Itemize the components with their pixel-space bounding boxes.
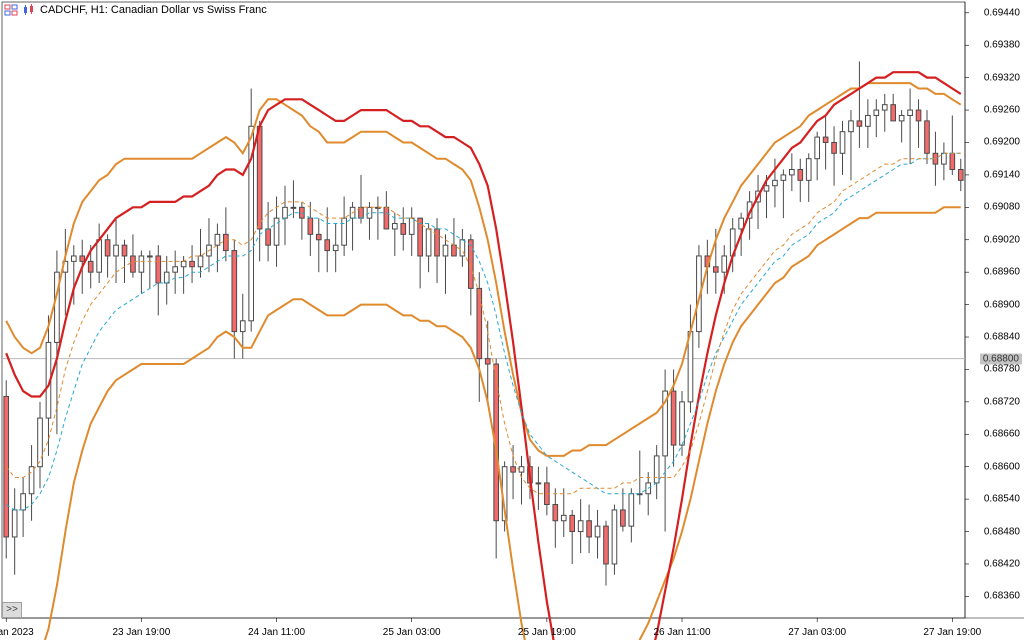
y-tick-label: 0.68600 (984, 461, 1020, 472)
x-tick-label: 24 Jan 11:00 (248, 627, 305, 638)
chart-title-text: CADCHF, H1: Canadian Dollar vs Swiss Fra… (40, 4, 267, 16)
chart-title-bar: CADCHF, H1: Canadian Dollar vs Swiss Fra… (4, 4, 267, 16)
expand-button[interactable]: >> (2, 602, 22, 618)
price-tag: 0.68800 (980, 353, 1022, 364)
y-tick-label: 0.69380 (984, 40, 1020, 51)
x-tick-label: 27 Jan 19:00 (923, 627, 981, 638)
y-tick-label: 0.68360 (984, 591, 1020, 602)
y-tick-label: 0.69440 (984, 7, 1020, 18)
y-tick-label: 0.68660 (984, 429, 1020, 440)
y-tick-label: 0.68720 (984, 396, 1020, 407)
x-tick-label: 25 Jan 03:00 (383, 627, 441, 638)
y-tick-label: 0.69020 (984, 234, 1020, 245)
y-tick-label: 0.69200 (984, 137, 1020, 148)
y-tick-label: 0.68480 (984, 526, 1020, 537)
chart-container[interactable]: CADCHF, H1: Canadian Dollar vs Swiss Fra… (0, 0, 1024, 640)
grid-icon (4, 4, 18, 16)
y-tick-label: 0.68780 (984, 364, 1020, 375)
y-tick-label: 0.68540 (984, 494, 1020, 505)
y-tick-label: 0.69080 (984, 202, 1020, 213)
y-tick-label: 0.68900 (984, 299, 1020, 310)
x-tick-label: 26 Jan 11:00 (653, 627, 710, 638)
y-tick-label: 0.69260 (984, 105, 1020, 116)
x-tick-label: 27 Jan 03:00 (788, 627, 846, 638)
x-tick-label: 23 Jan 2023 (0, 627, 34, 638)
chart-svg (0, 0, 1024, 640)
candle-icon (22, 4, 36, 16)
y-tick-label: 0.69140 (984, 169, 1020, 180)
x-tick-label: 25 Jan 19:00 (518, 627, 576, 638)
y-tick-label: 0.68420 (984, 558, 1020, 569)
x-tick-label: 23 Jan 19:00 (112, 627, 170, 638)
y-tick-label: 0.68840 (984, 332, 1020, 343)
y-tick-label: 0.68960 (984, 267, 1020, 278)
y-tick-label: 0.69320 (984, 72, 1020, 83)
